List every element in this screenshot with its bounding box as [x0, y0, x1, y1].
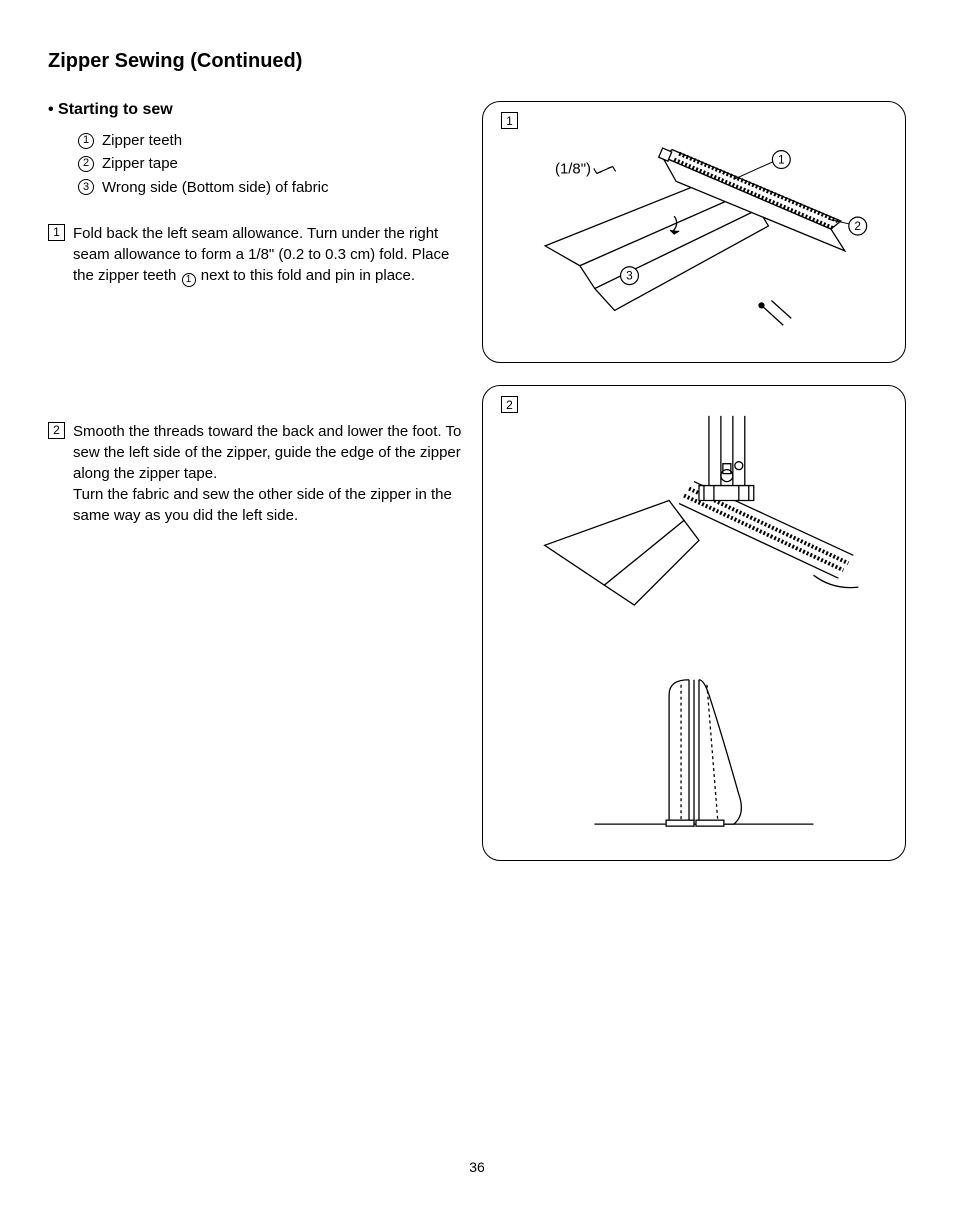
circled-number-icon: 1 — [182, 273, 196, 287]
boxed-number-icon: 1 — [48, 224, 65, 241]
step-1-text-b: next to this fold and pin in place. — [201, 267, 415, 284]
step-1: 1 Fold back the left seam allowance. Tur… — [48, 223, 468, 287]
legend-label: Wrong side (Bottom side) of fabric — [102, 176, 328, 199]
page-title: Zipper Sewing (Continued) — [48, 50, 906, 73]
figure-1: 1 — [482, 101, 906, 363]
legend-item: 2 Zipper tape — [78, 152, 468, 175]
content-row: • Starting to sew 1 Zipper teeth 2 Zippe… — [48, 101, 906, 883]
page-number: 36 — [0, 1159, 954, 1175]
boxed-number-icon: 2 — [48, 422, 65, 439]
step-2-text: Smooth the threads toward the back and l… — [73, 421, 468, 526]
legend-label: Zipper teeth — [102, 129, 182, 152]
callout-3: 3 — [626, 269, 633, 283]
circled-number-icon: 1 — [78, 133, 94, 149]
subsection-starting: • Starting to sew 1 Zipper teeth 2 Zippe… — [48, 101, 468, 199]
figure-1-illustration: (1/8") 1 — [483, 102, 905, 362]
circled-number-icon: 3 — [78, 179, 94, 195]
legend-item: 3 Wrong side (Bottom side) of fabric — [78, 176, 468, 199]
callout-1: 1 — [778, 153, 785, 167]
legend-list: 1 Zipper teeth 2 Zipper tape 3 Wrong sid… — [48, 129, 468, 199]
step-2: 2 Smooth the threads toward the back and… — [48, 421, 468, 526]
figure-label-icon: 1 — [501, 112, 518, 129]
circled-number-icon: 2 — [78, 156, 94, 172]
callout-2: 2 — [854, 219, 861, 233]
figure-2: 2 — [482, 385, 906, 861]
legend-item: 1 Zipper teeth — [78, 129, 468, 152]
legend-label: Zipper tape — [102, 152, 178, 175]
figure-2-illustration — [483, 386, 905, 860]
right-column: 1 — [482, 101, 906, 883]
subsection-title: • Starting to sew — [48, 101, 468, 119]
measurement-label: (1/8") — [555, 161, 591, 177]
left-column: • Starting to sew 1 Zipper teeth 2 Zippe… — [48, 101, 468, 883]
figure-label-icon: 2 — [501, 396, 518, 413]
step-1-text: Fold back the left seam allowance. Turn … — [73, 223, 468, 287]
